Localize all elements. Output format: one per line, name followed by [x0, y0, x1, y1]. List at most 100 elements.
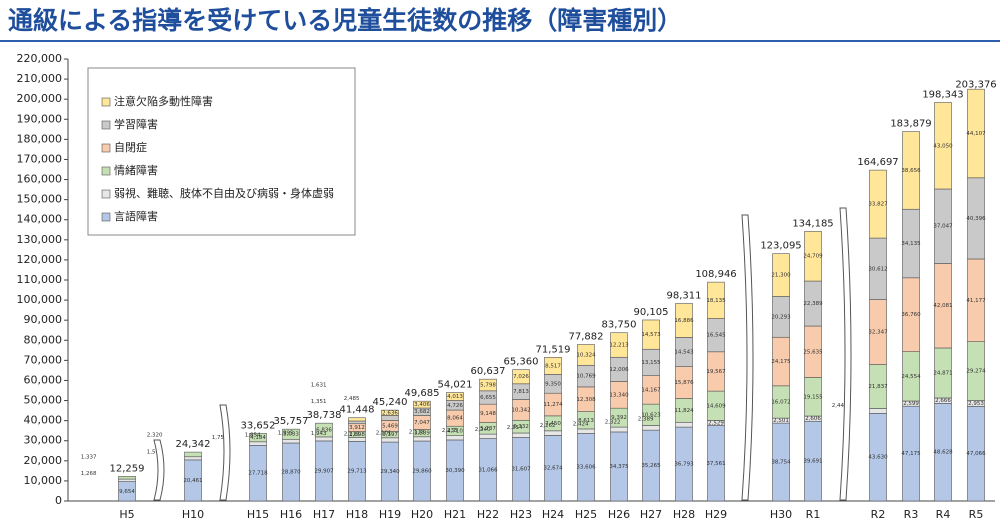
value-label: 8,517 — [545, 363, 561, 369]
value-label: 3,682 — [414, 409, 430, 415]
legend-swatch — [101, 120, 111, 130]
bar-segment — [642, 425, 660, 431]
value-label: 16,545 — [706, 333, 726, 339]
value-label: 2,101 — [376, 431, 392, 437]
value-label: 39,691 — [803, 459, 822, 465]
x-tick-label: R5 — [969, 508, 984, 521]
value-label: 2,233 — [442, 428, 458, 434]
bar-segment — [869, 169, 887, 239]
x-tick-label: H15 — [247, 508, 269, 521]
value-label: 22,389 — [803, 301, 823, 307]
legend — [87, 67, 356, 236]
bar-segment — [707, 281, 725, 319]
x-tick-label: H19 — [379, 508, 401, 521]
y-tick-label: 120,000 — [17, 253, 63, 266]
value-label: 2,666 — [935, 398, 951, 404]
value-label: 24,554 — [901, 374, 921, 380]
value-label: 4,710 — [447, 428, 463, 434]
value-label: 16,886 — [674, 318, 694, 324]
y-tick-label: 110,000 — [17, 273, 63, 286]
bar-segment — [512, 369, 530, 385]
value-label: 10,342 — [511, 407, 530, 413]
y-tick-label: 170,000 — [17, 152, 63, 165]
chart-title: 通級による指導を受けている児童生徒数の推移（障害種別） — [8, 6, 682, 35]
value-label: 34,135 — [901, 241, 921, 247]
value-label: 8,613 — [578, 418, 594, 424]
value-label: 12,006 — [609, 367, 629, 373]
total-label: 198,343 — [922, 90, 963, 101]
bar-segment — [675, 303, 693, 338]
value-label: 10,623 — [641, 412, 661, 418]
value-label: 12,213 — [609, 343, 629, 349]
value-label: 7,813 — [513, 389, 529, 395]
value-label: 2,898 — [349, 432, 365, 438]
value-label: 29,713 — [347, 469, 367, 475]
total-label: 60,637 — [471, 366, 506, 377]
value-label: 34,375 — [609, 464, 629, 470]
value-label: 40,396 — [966, 216, 986, 222]
x-tick-label: H29 — [705, 508, 727, 521]
x-tick-label: H21 — [444, 508, 466, 521]
y-tick-label: 80,000 — [24, 333, 63, 346]
value-label: 7,026 — [513, 374, 529, 380]
value-label: 48,628 — [933, 450, 953, 456]
value-label: 41,177 — [966, 298, 986, 304]
total-label: 12,259 — [110, 463, 145, 474]
bar-segment — [413, 436, 431, 442]
value-label: 24,709 — [803, 254, 823, 260]
x-tick-label: R1 — [806, 508, 821, 521]
y-tick-label: 0 — [55, 494, 62, 507]
value-label: 1,561 — [147, 449, 163, 455]
value-label: 20,461 — [183, 478, 202, 484]
value-label: 24,871 — [933, 370, 952, 376]
value-label: 2,113 — [344, 432, 360, 438]
value-label: 37,047 — [933, 224, 953, 230]
y-tick-label: 60,000 — [24, 373, 63, 386]
y-tick-label: 180,000 — [17, 132, 63, 145]
value-label: 15,876 — [674, 380, 694, 386]
bar-segment — [282, 428, 300, 440]
value-label: 2,599 — [903, 401, 919, 407]
value-label: 4,184 — [250, 435, 266, 441]
y-tick-label: 140,000 — [17, 213, 63, 226]
value-label: 12,308 — [576, 397, 596, 403]
legend-swatch — [101, 143, 111, 153]
x-tick-label: H26 — [608, 508, 630, 521]
value-label: 43,050 — [933, 143, 953, 149]
value-label: 5,798 — [480, 382, 496, 388]
x-tick-label: H22 — [477, 508, 499, 521]
value-label: 21,837 — [868, 384, 888, 390]
total-label: 38,738 — [307, 410, 342, 421]
value-label: 16,072 — [771, 399, 790, 405]
total-label: 71,519 — [536, 344, 571, 355]
value-label: 2,389 — [638, 417, 654, 423]
value-label: 7,450 — [545, 421, 561, 427]
value-label: 24,175 — [771, 359, 791, 365]
total-label: 123,095 — [760, 241, 801, 252]
total-label: 183,879 — [890, 119, 931, 130]
value-label: 36,793 — [674, 462, 694, 468]
total-label: 83,750 — [602, 320, 637, 331]
y-tick-label: 100,000 — [17, 293, 63, 306]
value-label: 2,240 — [475, 427, 491, 433]
value-label: 14,609 — [706, 403, 726, 409]
bar-segment — [184, 456, 202, 461]
value-label: 3,406 — [414, 402, 430, 408]
legend-swatch — [101, 189, 111, 199]
bar-segment — [315, 422, 333, 438]
value-label: 1,631 — [311, 383, 327, 389]
x-tick-label: H30 — [770, 508, 792, 521]
total-label: 35,757 — [274, 416, 309, 427]
value-label: 18,135 — [706, 298, 726, 304]
x-tick-label: H28 — [673, 508, 695, 521]
total-label: 134,185 — [792, 218, 833, 229]
total-label: 49,685 — [405, 388, 440, 399]
value-label: 1,337 — [81, 455, 97, 461]
value-label: 8,064 — [447, 416, 463, 422]
value-label: 13,155 — [641, 360, 661, 366]
value-label: 9,148 — [480, 411, 496, 417]
y-tick-label: 40,000 — [24, 414, 63, 427]
bar-segment — [381, 437, 399, 443]
axis-breaks — [153, 207, 852, 501]
